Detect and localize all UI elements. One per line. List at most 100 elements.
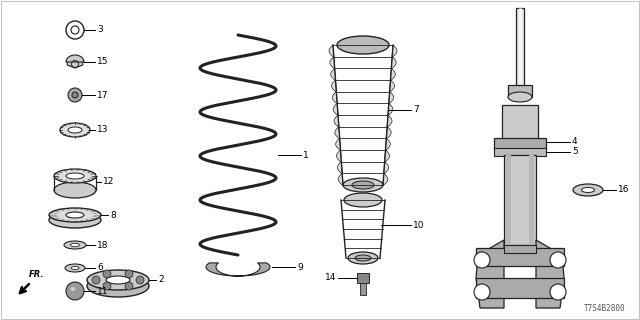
Bar xyxy=(494,138,546,150)
Text: 5: 5 xyxy=(572,148,578,156)
Ellipse shape xyxy=(60,123,90,137)
Ellipse shape xyxy=(508,92,532,102)
Polygon shape xyxy=(67,56,83,68)
Polygon shape xyxy=(476,240,504,308)
Ellipse shape xyxy=(66,173,84,179)
Bar xyxy=(506,155,511,245)
Bar xyxy=(516,8,524,90)
Bar xyxy=(476,248,564,266)
Ellipse shape xyxy=(582,188,595,193)
Polygon shape xyxy=(329,45,334,57)
Polygon shape xyxy=(383,173,388,185)
Text: 16: 16 xyxy=(618,186,630,195)
Circle shape xyxy=(72,92,78,98)
Ellipse shape xyxy=(87,270,149,290)
Ellipse shape xyxy=(70,287,76,291)
Ellipse shape xyxy=(68,127,82,133)
Ellipse shape xyxy=(64,241,86,249)
Polygon shape xyxy=(331,68,335,80)
Circle shape xyxy=(550,284,566,300)
Circle shape xyxy=(125,270,133,278)
Ellipse shape xyxy=(54,169,96,183)
Bar xyxy=(357,273,369,283)
Polygon shape xyxy=(336,138,340,150)
Ellipse shape xyxy=(66,212,84,218)
Text: 2: 2 xyxy=(158,276,164,284)
Bar xyxy=(502,105,538,145)
Ellipse shape xyxy=(337,36,389,54)
Text: 9: 9 xyxy=(297,262,303,271)
Ellipse shape xyxy=(348,252,378,264)
Circle shape xyxy=(550,252,566,268)
Bar xyxy=(494,148,546,156)
Polygon shape xyxy=(390,68,396,80)
Polygon shape xyxy=(338,173,343,185)
Polygon shape xyxy=(388,103,393,115)
Ellipse shape xyxy=(355,255,371,261)
Ellipse shape xyxy=(70,243,79,247)
Polygon shape xyxy=(392,45,397,57)
Bar xyxy=(476,278,564,298)
Ellipse shape xyxy=(343,178,383,192)
Polygon shape xyxy=(332,92,337,103)
Text: 6: 6 xyxy=(97,263,103,273)
Text: FR.: FR. xyxy=(29,270,45,279)
Polygon shape xyxy=(66,55,84,62)
Ellipse shape xyxy=(49,212,101,228)
Bar xyxy=(504,245,536,253)
Bar xyxy=(529,155,534,245)
Circle shape xyxy=(474,284,490,300)
Polygon shape xyxy=(391,57,396,68)
Bar xyxy=(508,85,532,97)
Ellipse shape xyxy=(71,267,79,269)
Polygon shape xyxy=(330,57,335,68)
Ellipse shape xyxy=(54,182,96,198)
Polygon shape xyxy=(388,92,394,103)
Text: 3: 3 xyxy=(97,26,103,35)
Text: 7: 7 xyxy=(413,106,419,115)
Bar xyxy=(518,8,522,90)
Text: 17: 17 xyxy=(97,91,109,100)
Text: 18: 18 xyxy=(97,241,109,250)
Polygon shape xyxy=(334,115,339,127)
Circle shape xyxy=(103,270,111,278)
Text: 14: 14 xyxy=(324,274,336,283)
Polygon shape xyxy=(337,162,342,173)
Circle shape xyxy=(136,276,144,284)
Polygon shape xyxy=(335,127,340,138)
Bar xyxy=(360,283,366,295)
Polygon shape xyxy=(332,80,337,92)
Polygon shape xyxy=(385,138,390,150)
Ellipse shape xyxy=(65,264,85,272)
Text: 12: 12 xyxy=(103,178,115,187)
Polygon shape xyxy=(206,263,270,276)
Polygon shape xyxy=(383,162,388,173)
Text: T7S4B2800: T7S4B2800 xyxy=(584,304,626,313)
Circle shape xyxy=(68,88,82,102)
Ellipse shape xyxy=(87,275,149,297)
Polygon shape xyxy=(386,127,391,138)
Polygon shape xyxy=(536,240,564,308)
Text: 1: 1 xyxy=(303,150,308,159)
Circle shape xyxy=(125,282,133,290)
Circle shape xyxy=(66,282,84,300)
Text: 10: 10 xyxy=(413,220,424,229)
Ellipse shape xyxy=(352,181,374,189)
Text: 8: 8 xyxy=(110,211,116,220)
Bar xyxy=(504,155,536,245)
Polygon shape xyxy=(337,150,342,162)
Ellipse shape xyxy=(344,193,382,207)
Ellipse shape xyxy=(573,184,603,196)
Ellipse shape xyxy=(49,208,101,222)
Circle shape xyxy=(92,276,100,284)
Text: 4: 4 xyxy=(572,138,578,147)
Circle shape xyxy=(474,252,490,268)
Polygon shape xyxy=(390,80,394,92)
Text: 11: 11 xyxy=(97,286,109,295)
Text: 13: 13 xyxy=(97,125,109,134)
Polygon shape xyxy=(387,115,392,127)
Ellipse shape xyxy=(106,276,130,284)
Circle shape xyxy=(103,282,111,290)
Polygon shape xyxy=(333,103,338,115)
Text: 15: 15 xyxy=(97,58,109,67)
